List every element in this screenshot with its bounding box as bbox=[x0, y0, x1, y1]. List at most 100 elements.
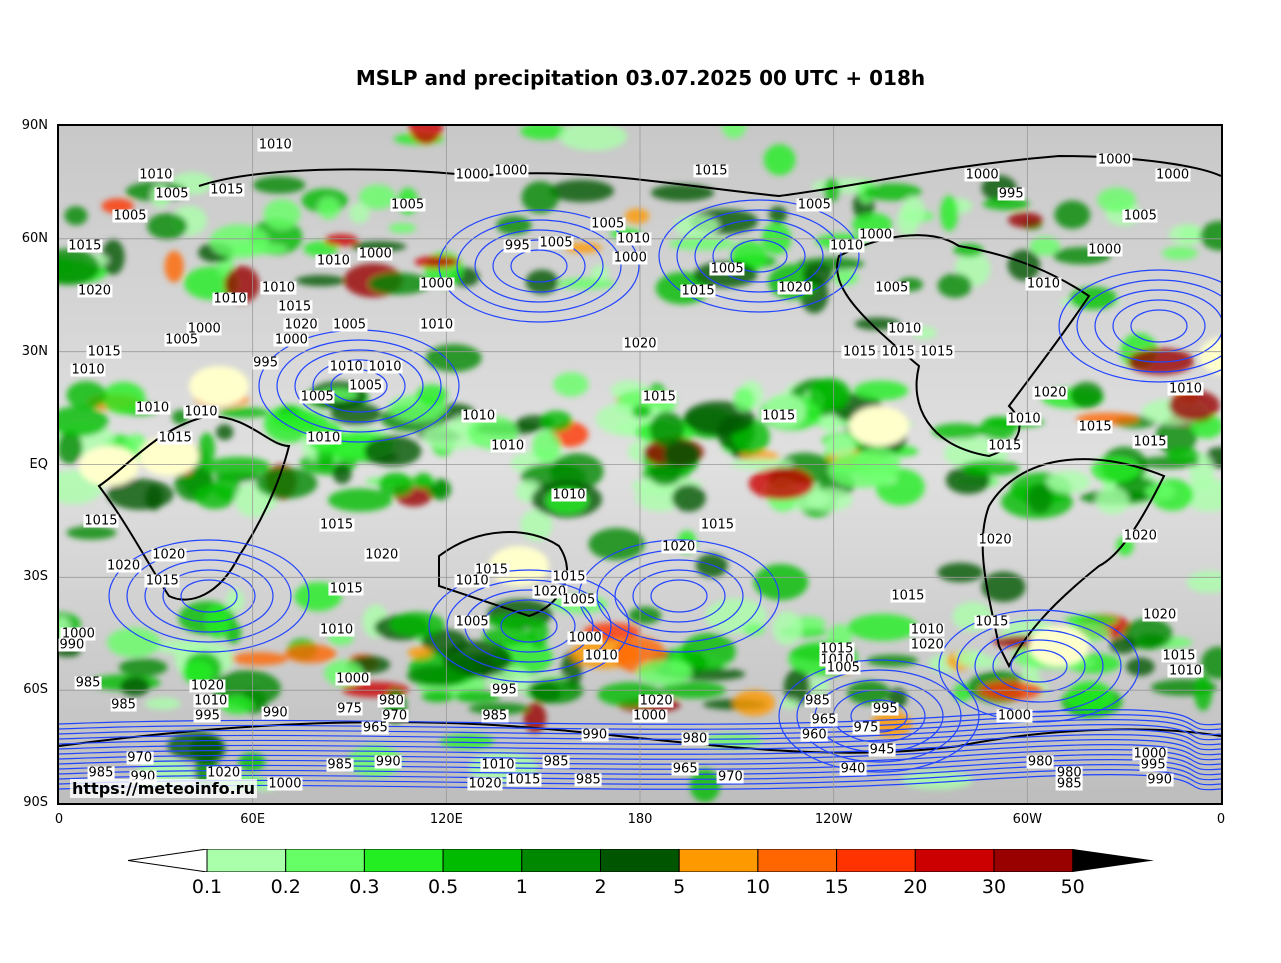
isobar-label: 1010 bbox=[70, 362, 106, 378]
precipitation-colorbar bbox=[128, 849, 1154, 872]
isobar-label: 1005 bbox=[348, 378, 384, 394]
isobar-label: 1000 bbox=[454, 167, 490, 183]
isobar-label: 1020 bbox=[909, 637, 945, 653]
longitude-label: 180 bbox=[627, 812, 653, 827]
isobar-label: 1010 bbox=[212, 291, 248, 307]
colorbar-segment bbox=[836, 849, 916, 872]
isobar-label: 1020 bbox=[364, 547, 400, 563]
isobar-label: 1015 bbox=[67, 238, 103, 254]
isobar-label: 1000 bbox=[1155, 167, 1191, 183]
isobar-label: 965 bbox=[810, 712, 838, 728]
colorbar-label: 10 bbox=[745, 876, 770, 898]
isobar-label: 985 bbox=[87, 765, 115, 781]
isobar-label: 1005 bbox=[112, 208, 148, 224]
isobar-label: 1015 bbox=[551, 569, 587, 585]
isobar-label: 1000 bbox=[632, 708, 668, 724]
colorbar-label: 50 bbox=[1060, 876, 1085, 898]
isobar-label: 970 bbox=[381, 708, 409, 724]
isobar-label: 1000 bbox=[612, 250, 648, 266]
isobar-label: 1020 bbox=[622, 336, 658, 352]
isobar-label: 1015 bbox=[319, 517, 355, 533]
isobar-label: 1020 bbox=[777, 280, 813, 296]
isobar-label: 995 bbox=[871, 701, 899, 717]
longitude-label: 60W bbox=[1012, 812, 1043, 827]
isobar-label: 1015 bbox=[473, 562, 510, 578]
isobar-label: 1000 bbox=[1132, 746, 1168, 762]
isobar-label: 995 bbox=[997, 186, 1025, 202]
isobar-label: 1010 bbox=[328, 359, 364, 375]
isobar-label: 1020 bbox=[76, 283, 113, 299]
isobar-label: 985 bbox=[542, 754, 570, 770]
isobar-label: 1020 bbox=[283, 317, 319, 333]
isobar-label: 1020 bbox=[189, 678, 226, 694]
isobar-label: 1020 bbox=[467, 776, 503, 792]
precipitation-layer bbox=[59, 126, 1221, 803]
isobar-label: 1000 bbox=[493, 163, 529, 179]
colorbar-segment bbox=[442, 849, 523, 872]
isobar-label: 1015 bbox=[83, 513, 119, 529]
colorbar-label: 20 bbox=[903, 876, 928, 898]
isobar-label: 1015 bbox=[680, 283, 716, 299]
isobar-label: 990 bbox=[261, 705, 289, 721]
isobar-label: 945 bbox=[868, 742, 896, 758]
isobar-label: 1005 bbox=[538, 235, 574, 251]
isobar-label: 1015 bbox=[1161, 648, 1197, 664]
latitude-label: EQ bbox=[29, 456, 48, 472]
latitude-label: 30S bbox=[23, 569, 48, 585]
isobar-label: 985 bbox=[74, 675, 102, 691]
colorbar-segment bbox=[914, 849, 995, 872]
isobar-label: 1015 bbox=[919, 344, 955, 360]
colorbar-label: 0.1 bbox=[191, 876, 223, 898]
isobar-label: 1000 bbox=[1087, 242, 1123, 258]
isobar-label: 1010 bbox=[887, 321, 923, 337]
isobar-label: 1020 bbox=[206, 765, 242, 781]
source-credit: https://meteoinfo.ru bbox=[70, 779, 257, 798]
isobar-label: 1005 bbox=[561, 592, 597, 608]
isobar-label: 1020 bbox=[977, 532, 1013, 548]
longitude-label: 0 bbox=[54, 812, 64, 827]
isobar-label: 1015 bbox=[699, 517, 735, 533]
isobar-label: 980 bbox=[1055, 765, 1083, 781]
isobar-label: 1015 bbox=[277, 299, 313, 315]
isobar-label: 1000 bbox=[267, 776, 303, 792]
isobar-label: 1010 bbox=[319, 622, 355, 638]
isobar-label: 1020 bbox=[1142, 607, 1178, 623]
isobar-label: 985 bbox=[326, 757, 354, 773]
isobar-label: 985 bbox=[574, 772, 602, 788]
isobar-label: 1015 bbox=[157, 430, 193, 446]
latitude-label: 30N bbox=[21, 343, 48, 359]
isobar-label: 1000 bbox=[357, 246, 393, 262]
isobar-label: 1010 bbox=[583, 648, 619, 664]
isobar-label: 980 bbox=[1026, 754, 1054, 770]
latitude-label: 90S bbox=[23, 795, 48, 810]
isobar-label: 1010 bbox=[909, 622, 945, 638]
isobar-label: 995 bbox=[503, 238, 531, 254]
isobar-label: 1010 bbox=[193, 693, 229, 709]
isobar-label: 1000 bbox=[567, 630, 603, 645]
isobar-label: 1020 bbox=[151, 547, 187, 563]
isobar-label: 1010 bbox=[138, 167, 174, 183]
isobar-label: 985 bbox=[481, 708, 509, 724]
isobar-label: 995 bbox=[1139, 757, 1167, 773]
isobar-label: 1005 bbox=[390, 197, 426, 213]
isobar-label: 1000 bbox=[964, 167, 1000, 183]
isobar-label: 1010 bbox=[551, 487, 587, 503]
chart-title: MSLP and precipitation 03.07.2025 00 UTC… bbox=[355, 66, 926, 90]
isobar-label: 1005 bbox=[825, 660, 861, 676]
longitude-label: 120E bbox=[429, 812, 463, 827]
colorbar-label: 15 bbox=[824, 876, 849, 898]
isobar-label: 1000 bbox=[273, 332, 309, 348]
isobar-label: 1005 bbox=[299, 389, 335, 405]
isobar-label: 990 bbox=[58, 637, 86, 653]
isobar-label: 1000 bbox=[335, 671, 371, 687]
isobar-label: 1010 bbox=[490, 438, 526, 454]
longitude-label: 0 bbox=[1216, 812, 1226, 827]
isobar-label: 960 bbox=[800, 727, 828, 743]
isobar-label: 990 bbox=[374, 754, 402, 770]
isobar-label: 1005 bbox=[454, 614, 490, 630]
isobar-label: 1000 bbox=[996, 708, 1032, 724]
isobar-label: 980 bbox=[681, 731, 709, 747]
latitude-label: 60N bbox=[21, 230, 48, 246]
isobar-label: 980 bbox=[378, 693, 405, 709]
isobar-label: 1005 bbox=[154, 186, 190, 202]
